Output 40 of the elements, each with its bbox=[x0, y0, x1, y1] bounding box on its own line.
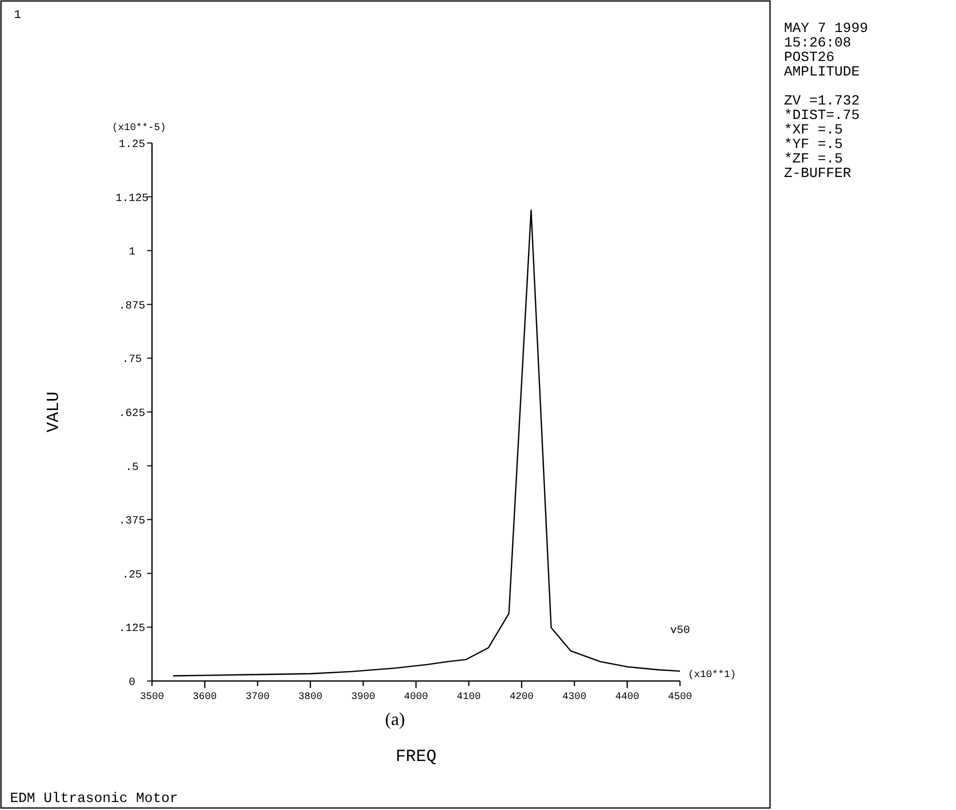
text: *XF =.5 bbox=[784, 122, 843, 138]
text: (x10**1) bbox=[688, 669, 736, 681]
text: (x10**-5) bbox=[112, 122, 166, 134]
text: *ZF =.5 bbox=[784, 152, 843, 168]
y-axis-title: VALU bbox=[45, 392, 64, 432]
y-tick-label: 0 bbox=[128, 677, 136, 689]
text: AMPLITUDE bbox=[784, 64, 860, 80]
y-tick-label: .375 bbox=[118, 516, 146, 528]
y-tick-label: .875 bbox=[118, 300, 146, 312]
y-tick-label: .125 bbox=[118, 623, 146, 636]
x-tick-label: 4400 bbox=[615, 692, 640, 703]
text: EDM Ultrasonic Motor bbox=[10, 791, 178, 807]
y-tick-label: .75 bbox=[122, 354, 142, 366]
x-axis-title: FREQ bbox=[396, 748, 436, 767]
y-tick-label: 1.125 bbox=[115, 192, 149, 205]
text: v50 bbox=[670, 625, 690, 638]
text: ZV =1.732 bbox=[784, 94, 860, 110]
text: POST26 bbox=[784, 50, 834, 66]
text: (a) bbox=[385, 709, 405, 729]
x-tick-label: 3600 bbox=[192, 692, 217, 703]
y-tick-label: .625 bbox=[118, 408, 146, 420]
x-tick-label: 4100 bbox=[456, 692, 481, 703]
y-tick-label: 1.25 bbox=[118, 139, 146, 151]
text: 15:26:08 bbox=[784, 36, 852, 52]
x-tick-label: 3500 bbox=[140, 692, 164, 703]
x-tick-label: 4000 bbox=[404, 692, 428, 703]
x-tick-label: 3700 bbox=[246, 692, 270, 703]
text: Z-BUFFER bbox=[784, 166, 852, 182]
x-tick-label: 4300 bbox=[562, 692, 586, 703]
text: *DIST=.75 bbox=[784, 108, 860, 124]
y-tick-label: .25 bbox=[122, 569, 142, 582]
text: *YF =.5 bbox=[784, 137, 843, 153]
y-tick-label: 1 bbox=[128, 246, 136, 259]
text: 1 bbox=[14, 8, 22, 22]
x-tick-label: 3900 bbox=[351, 692, 376, 703]
x-tick-label: 4500 bbox=[668, 692, 692, 703]
x-tick-label: 3800 bbox=[298, 692, 322, 703]
text: MAY 7 1999 bbox=[784, 21, 868, 37]
x-tick-label: 4200 bbox=[510, 692, 534, 703]
y-tick-label: .5 bbox=[125, 462, 139, 474]
